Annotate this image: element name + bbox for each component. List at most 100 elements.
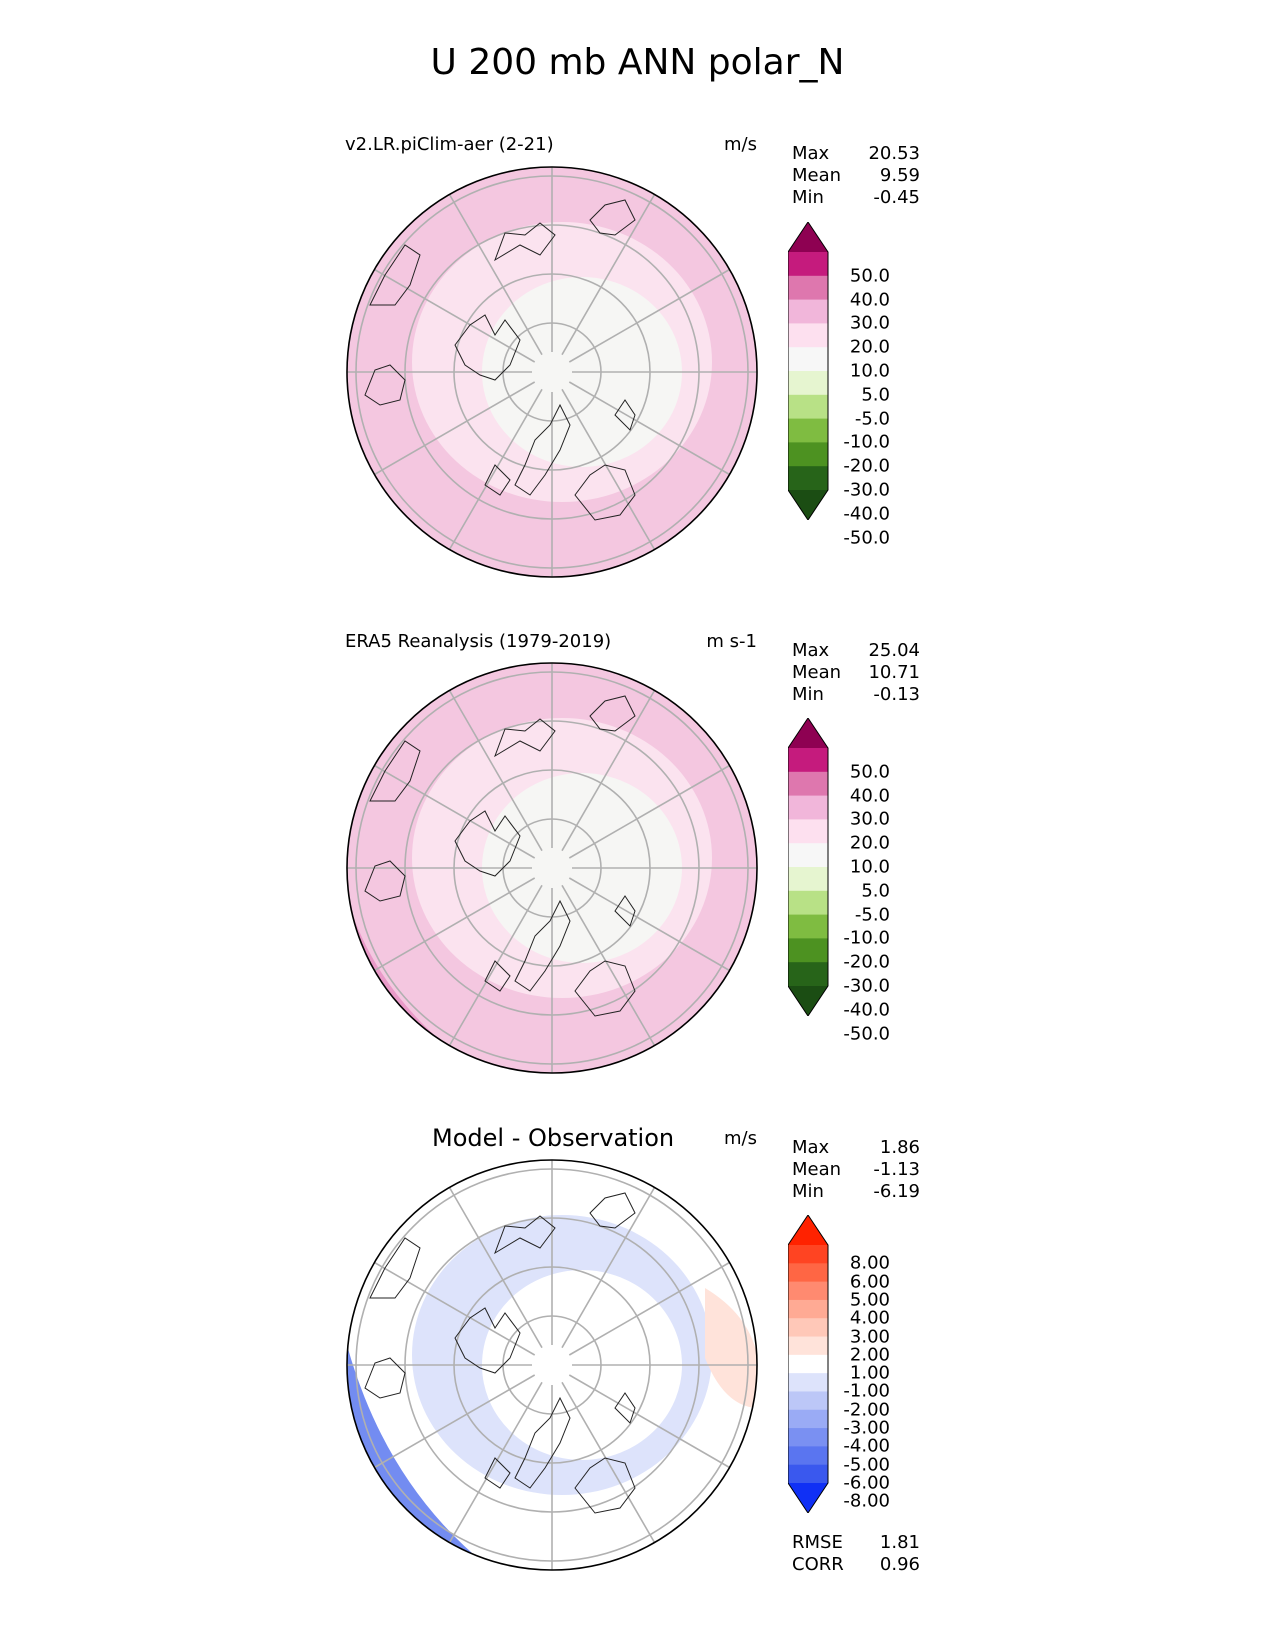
colorbar-tick-label: -3.00 bbox=[843, 1417, 890, 1439]
coastline bbox=[484, 1457, 511, 1489]
colorbar-tick-label: -8.00 bbox=[843, 1490, 890, 1512]
polar-map bbox=[346, 662, 758, 1074]
colorbar-tick-label: 10.0 bbox=[849, 360, 890, 382]
colorbar-segment bbox=[788, 1428, 828, 1447]
figure-title: U 200 mb ANN polar_N bbox=[430, 42, 845, 83]
colorbar-tick-label: 40.0 bbox=[849, 785, 890, 807]
colorbar-tick-label: -10.0 bbox=[843, 431, 890, 453]
coastline bbox=[614, 399, 636, 431]
colorbar-segment bbox=[788, 1391, 828, 1411]
colorbar-segment bbox=[788, 914, 828, 939]
colorbar-extend-min bbox=[788, 1483, 828, 1513]
meridian-line bbox=[374, 381, 536, 476]
colorbar-tick-label: 4.00 bbox=[849, 1307, 890, 1329]
coastline bbox=[364, 364, 406, 406]
colorbar bbox=[788, 1215, 829, 1513]
polar-map bbox=[346, 166, 758, 578]
stat-value: -6.19 bbox=[873, 1181, 920, 1202]
colorbar-tick-label: 30.0 bbox=[849, 312, 890, 334]
panel-3-stats: Max 1.86 Mean -1.13 Min -6.19 bbox=[792, 1137, 920, 1203]
meridian-line bbox=[374, 268, 536, 363]
stat-label: Mean bbox=[792, 662, 842, 683]
colorbar-tick-label: 3.00 bbox=[849, 1326, 890, 1348]
colorbar-tick-label: 30.0 bbox=[849, 808, 890, 830]
metric-label: RMSE bbox=[792, 1532, 843, 1553]
coastline bbox=[589, 695, 636, 732]
stat-label: Max bbox=[792, 143, 830, 164]
colorbar-tick-label: -30.0 bbox=[843, 479, 890, 501]
metric-value: 0.96 bbox=[879, 1554, 920, 1575]
colorbar-segment bbox=[788, 819, 828, 844]
colorbar-segment bbox=[788, 867, 828, 892]
colorbar-tick-label: -40.0 bbox=[843, 503, 890, 525]
colorbar-tick-label: -2.00 bbox=[843, 1399, 890, 1421]
meridian-line bbox=[561, 1187, 656, 1349]
meridian-line bbox=[568, 764, 730, 859]
colorbar-tick-label: 1.00 bbox=[849, 1362, 890, 1384]
coastline bbox=[454, 1307, 521, 1374]
colorbar-segment bbox=[788, 466, 828, 491]
colorbar-segment bbox=[788, 347, 828, 372]
colorbar-segment bbox=[788, 275, 828, 301]
stat-value: 25.04 bbox=[868, 640, 920, 661]
colorbar-segment bbox=[788, 418, 828, 443]
colorbar-tick-label: -20.0 bbox=[843, 951, 890, 973]
map-border bbox=[346, 662, 758, 1074]
stat-label: Mean bbox=[792, 1159, 842, 1180]
coastline bbox=[514, 899, 571, 992]
stat-value: -0.45 bbox=[873, 187, 920, 208]
colorbar-segment bbox=[788, 1464, 828, 1484]
panel-1-colorbar bbox=[788, 222, 838, 520]
panel-2-colorbar bbox=[788, 718, 838, 1016]
panel-2-stats: Max 25.04 Mean 10.71 Min -0.13 bbox=[792, 640, 920, 706]
meridian-line bbox=[561, 884, 656, 1046]
colorbar-segment bbox=[788, 1318, 828, 1338]
colorbar-tick-label: 50.0 bbox=[849, 761, 890, 783]
meridian-line bbox=[561, 1381, 656, 1543]
colorbar-extend-max bbox=[788, 718, 828, 748]
panel-3-title: Model - Observation bbox=[432, 1124, 675, 1152]
colorbar-tick-label: -1.00 bbox=[843, 1380, 890, 1402]
meridian-line bbox=[374, 764, 536, 859]
stat-value: 20.53 bbox=[868, 143, 920, 164]
colorbar-tick-label: -50.0 bbox=[843, 527, 890, 549]
colorbar-segment bbox=[788, 771, 828, 797]
colorbar-tick-label: 40.0 bbox=[849, 289, 890, 311]
coastline bbox=[369, 1237, 421, 1299]
stat-value: 9.59 bbox=[879, 165, 920, 186]
coastline bbox=[484, 960, 511, 992]
colorbar-tick-label: -40.0 bbox=[843, 999, 890, 1021]
meridian-line bbox=[448, 1187, 543, 1349]
colorbar-segment bbox=[788, 1354, 828, 1374]
colorbar bbox=[788, 222, 829, 520]
metric-label: CORR bbox=[792, 1554, 844, 1575]
meridian-line bbox=[448, 690, 543, 852]
colorbar-extend-min bbox=[788, 986, 828, 1016]
map-field bbox=[347, 167, 757, 577]
colorbar-segment bbox=[788, 1281, 828, 1301]
coastline bbox=[454, 314, 521, 381]
colorbar-tick-label: 2.00 bbox=[849, 1344, 890, 1366]
colorbar-tick-label: -5.0 bbox=[854, 904, 890, 926]
coastline bbox=[514, 403, 571, 496]
coastline bbox=[574, 960, 636, 1017]
colorbar-tick-label: 5.0 bbox=[861, 880, 890, 902]
colorbar-segment bbox=[788, 938, 828, 963]
polar-map bbox=[346, 1159, 758, 1571]
meridian-line bbox=[568, 1374, 730, 1469]
coastline bbox=[589, 1192, 636, 1229]
coastline bbox=[454, 810, 521, 877]
coastline bbox=[364, 860, 406, 902]
meridian-line bbox=[448, 884, 543, 1046]
panel-3-metrics: RMSE 1.81 CORR 0.96 bbox=[792, 1532, 920, 1576]
stat-label: Max bbox=[792, 640, 830, 661]
panel-1-colorbar-ticks: 50.0 40.0 30.0 20.0 10.0 5.0 -5.0 -10.0 -20.0 -30… bbox=[825, 222, 890, 548]
stat-value: -1.13 bbox=[873, 1159, 920, 1180]
panel-2-colorbar-ticks: 50.0 40.0 30.0 20.0 10.0 5.0 -5.0 -10.0 -20.0 -30… bbox=[825, 718, 890, 1044]
colorbar-tick-label: -10.0 bbox=[843, 927, 890, 949]
colorbar-segment bbox=[788, 1263, 828, 1283]
colorbar-segment bbox=[788, 252, 828, 277]
coastline bbox=[514, 1396, 571, 1489]
colorbar-tick-label: 50.0 bbox=[849, 265, 890, 287]
panel-2-units: m s-1 bbox=[706, 631, 757, 652]
